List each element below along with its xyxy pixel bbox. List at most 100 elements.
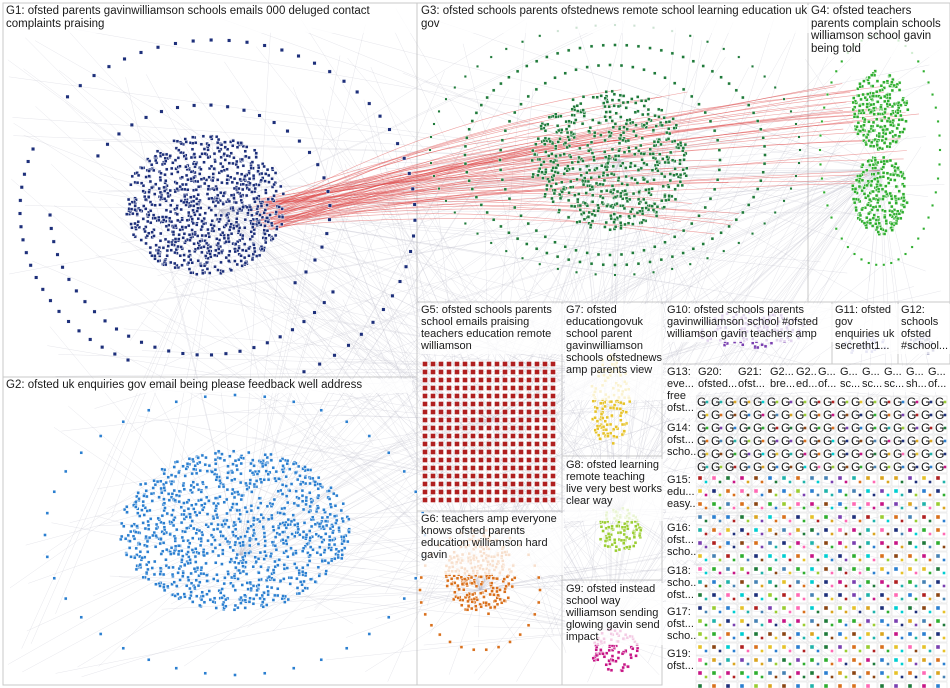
g4-node: [934, 190, 938, 194]
g3-node: [567, 138, 572, 142]
g3-node: [660, 123, 665, 128]
edge: [22, 419, 491, 673]
g2-node: [251, 533, 255, 538]
g3-node: [605, 204, 609, 208]
g5-node: [438, 385, 444, 391]
g2-node: [193, 554, 198, 559]
g2-node: [152, 572, 157, 577]
g3-node: [531, 148, 535, 153]
g1-node: [253, 249, 257, 254]
g3-node: [751, 111, 756, 115]
g2-node: [258, 596, 262, 601]
g2-node: [180, 549, 184, 553]
g2-node: [275, 593, 280, 598]
g2-node: [231, 487, 235, 492]
g2-node: [123, 536, 128, 541]
g3-node: [572, 204, 577, 209]
g4-node: [860, 39, 863, 43]
g4-node: [885, 127, 890, 132]
g4-node: [870, 179, 874, 183]
g4-node: [916, 237, 920, 241]
g6-node: [486, 612, 491, 616]
g2-node: [45, 511, 50, 515]
g2-node: [195, 482, 200, 487]
g6-node: [419, 600, 424, 605]
g7-node: [604, 397, 608, 401]
g2-node: [218, 456, 223, 460]
g6-node: [475, 541, 479, 545]
g2-node: [79, 615, 83, 619]
edge: [239, 294, 454, 556]
g4-node: [922, 69, 926, 73]
g8-node: [612, 516, 617, 521]
g5-node: [550, 377, 556, 383]
g3-node: [663, 76, 667, 80]
g2-node: [286, 523, 290, 527]
g7-node: [617, 370, 622, 374]
g6-node: [487, 576, 491, 580]
g2-node: [198, 543, 203, 548]
g2-node: [180, 558, 184, 562]
g6-node: [438, 632, 442, 637]
g1-node: [259, 204, 264, 208]
g3-node: [591, 118, 595, 122]
g3-node: [470, 119, 475, 123]
g2-node: [340, 553, 344, 557]
g1-node: [162, 189, 167, 193]
g3-node: [678, 158, 682, 162]
g2-node: [261, 525, 265, 529]
edge: [288, 169, 881, 352]
g7-node: [622, 401, 626, 406]
g2-node: [210, 470, 214, 474]
g2-node: [308, 529, 312, 533]
g3-node: [474, 111, 479, 115]
g2-node: [333, 556, 337, 561]
g5-node: [502, 385, 508, 391]
g1-node: [264, 188, 268, 192]
g1-node: [279, 184, 283, 189]
g8-node: [622, 528, 627, 533]
g2-node: [159, 537, 163, 541]
g1-node: [244, 193, 249, 198]
g1-node: [164, 159, 168, 163]
g4-node: [885, 171, 890, 175]
g9-node: [635, 642, 639, 646]
g1-node: [200, 224, 204, 229]
g5-node: [478, 361, 484, 367]
g5-node: [550, 497, 556, 503]
g7-node: [606, 376, 610, 380]
g3-node: [536, 136, 541, 141]
g1-node: [142, 204, 146, 208]
g5-node: [454, 449, 460, 455]
edge: [219, 209, 290, 510]
g5-node: [518, 481, 524, 487]
g3-node: [618, 214, 622, 218]
g5-node: [430, 409, 436, 415]
g2-node: [230, 470, 235, 475]
g4-node: [883, 209, 887, 213]
g3-node: [607, 130, 611, 134]
g2-node: [212, 596, 217, 600]
g2-node: [233, 458, 238, 463]
g1-node: [173, 265, 177, 270]
g1-node: [296, 54, 301, 58]
g3-node: [605, 173, 610, 177]
g1-node: [179, 150, 183, 155]
g3-node: [596, 252, 601, 257]
g2-node: [125, 510, 129, 514]
g5-node: [534, 449, 540, 455]
g5-node: [534, 465, 540, 471]
g1-node: [239, 172, 244, 176]
g4-node: [869, 183, 873, 188]
g3-node: [640, 158, 644, 162]
g6-node: [474, 584, 479, 588]
g3-node: [463, 222, 467, 225]
g1-node: [122, 56, 127, 61]
g1-node: [164, 215, 168, 219]
g7-node: [596, 370, 601, 374]
g4-node: [888, 102, 892, 107]
g5-node: [486, 441, 492, 447]
g5-node: [494, 465, 500, 471]
g1-node: [238, 349, 242, 354]
g8-node: [619, 538, 624, 543]
